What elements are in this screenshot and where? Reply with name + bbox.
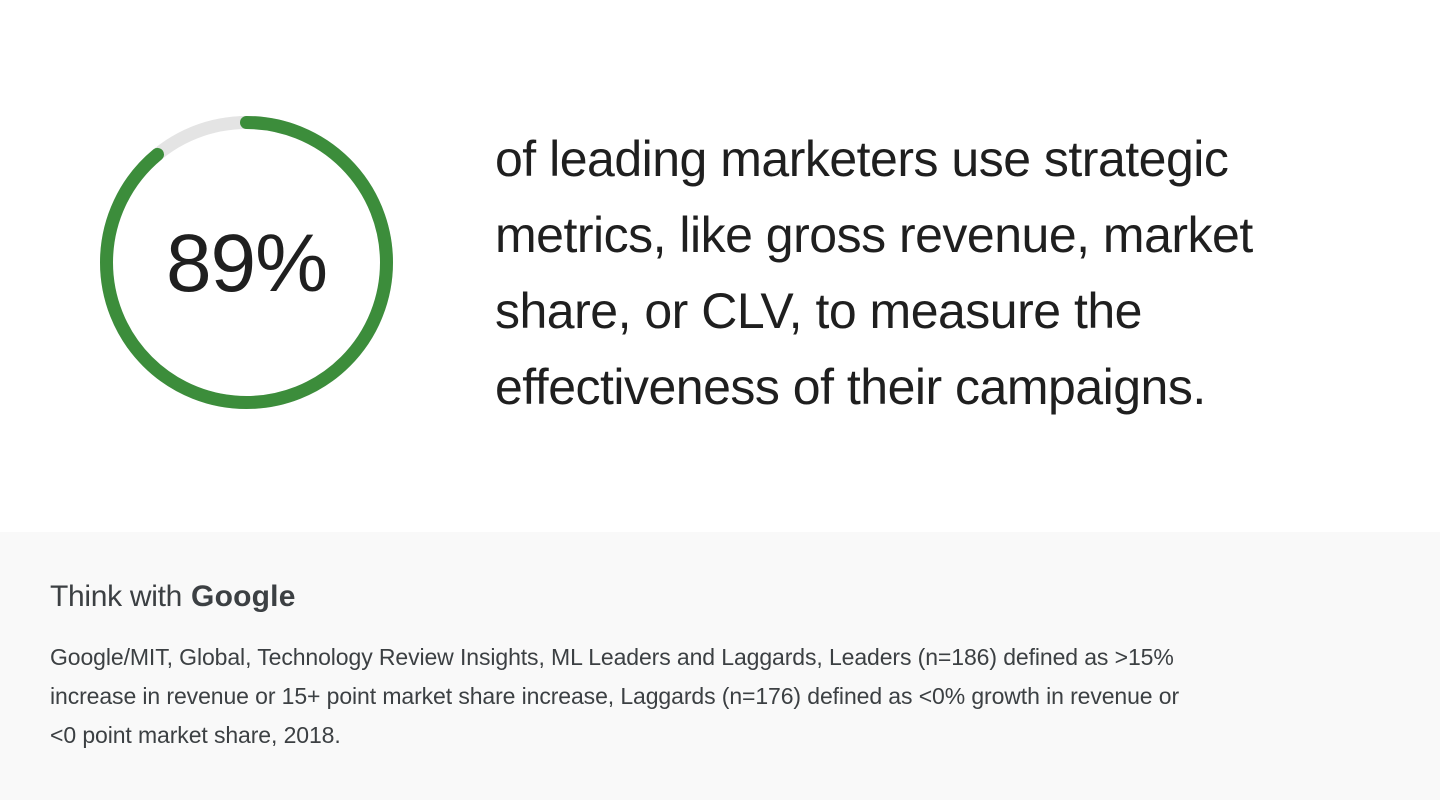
stat-description-line: effectiveness of their campaigns.: [495, 359, 1206, 415]
stat-description-line: of leading marketers use strategic: [495, 131, 1229, 187]
stat-value: 89%: [165, 217, 328, 309]
source-attribution: Google/MIT, Global, Technology Review In…: [50, 638, 1370, 755]
think-with-google-logo: Think with Google: [50, 580, 1390, 614]
stat-description: of leading marketers use strategic metri…: [495, 121, 1355, 425]
source-line: <0 point market share, 2018.: [50, 722, 341, 748]
donut-chart-svg: [100, 116, 393, 409]
logo-think-with: Think with: [50, 580, 183, 613]
donut-chart: 89%: [100, 116, 393, 409]
donut-value-arc: [100, 116, 393, 409]
footer: Think with Google Google/MIT, Global, Te…: [0, 532, 1440, 800]
stat-section: 89% of leading marketers use strategic m…: [100, 116, 1355, 425]
stat-description-line: share, or CLV, to measure the: [495, 283, 1142, 339]
logo-google: Google: [191, 580, 296, 613]
source-line: increase in revenue or 15+ point market …: [50, 683, 1180, 709]
stat-description-line: metrics, like gross revenue, market: [495, 207, 1253, 263]
source-line: Google/MIT, Global, Technology Review In…: [50, 644, 1174, 670]
